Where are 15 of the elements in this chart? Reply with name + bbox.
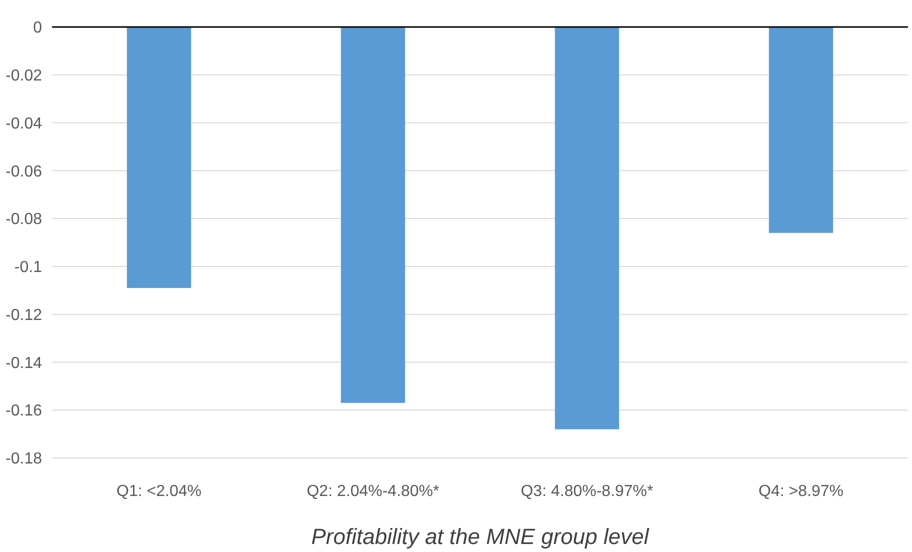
y-tick-label: -0.16 [6, 402, 42, 420]
y-tick-label: -0.12 [6, 306, 42, 324]
x-tick-label: Q4: >8.97% [758, 483, 844, 500]
x-tick-label: Q1: <2.04% [116, 483, 202, 500]
y-tick-label: -0.18 [6, 450, 42, 468]
y-tick-label: -0.02 [6, 67, 42, 84]
y-tick-label: 0 [33, 20, 42, 37]
x-tick-label: Q2: 2.04%-4.80%* [306, 483, 440, 500]
x-tick-label: Q3: 4.80%-8.97%* [520, 483, 654, 500]
y-tick-label: -0.14 [6, 354, 42, 372]
y-tick-label: -0.1 [14, 259, 42, 276]
y-tick-label: -0.06 [6, 163, 42, 180]
y-tick-label: -0.08 [6, 211, 42, 228]
y-tick-label: -0.04 [6, 115, 42, 132]
x-axis-title: Profitability at the MNE group level [311, 524, 650, 549]
